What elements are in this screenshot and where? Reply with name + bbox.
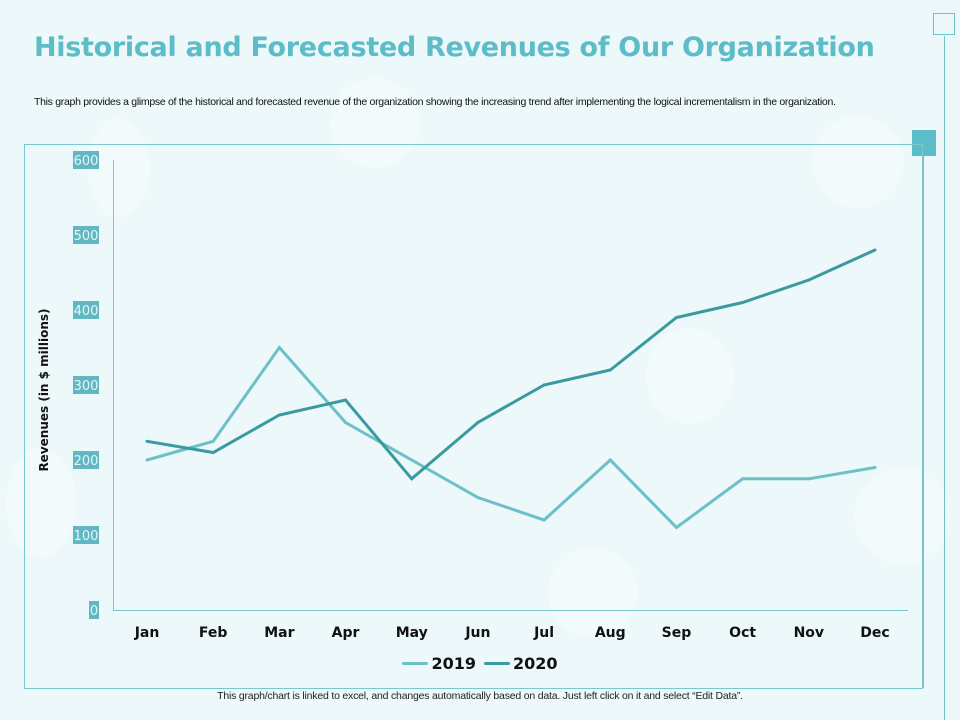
x-tick-label: Dec bbox=[860, 625, 889, 641]
y-tick-box bbox=[89, 601, 99, 619]
data-point-2019-feb[interactable] bbox=[211, 439, 215, 443]
y-tick-label: 400 bbox=[74, 304, 99, 319]
legend-item-2020[interactable]: 2020 bbox=[484, 654, 558, 673]
data-point-2020-jun[interactable] bbox=[476, 421, 480, 424]
legend-swatch-2019 bbox=[402, 662, 429, 665]
y-tick-box bbox=[73, 376, 99, 394]
legend-label-2019: 2019 bbox=[431, 654, 476, 673]
data-point-2019-sep[interactable] bbox=[674, 526, 678, 529]
y-tick-box bbox=[73, 301, 99, 319]
legend-swatch-2020 bbox=[484, 662, 510, 665]
y-tick-box bbox=[73, 526, 99, 544]
y-axis-label: Revenues (in $ millions) bbox=[37, 308, 51, 472]
y-tick-label: 200 bbox=[74, 454, 99, 469]
data-point-2020-sep[interactable] bbox=[674, 316, 678, 319]
series-line-2019[interactable] bbox=[146, 345, 876, 530]
decorative-square-filled bbox=[912, 130, 936, 156]
data-point-2019-nov[interactable] bbox=[807, 477, 811, 481]
y-tick-box bbox=[73, 226, 99, 244]
x-tick-label: Jan bbox=[134, 625, 160, 641]
data-point-2019-oct[interactable] bbox=[741, 477, 745, 481]
x-tick-label: Oct bbox=[729, 625, 756, 641]
data-point-2020-oct[interactable] bbox=[741, 301, 745, 304]
data-point-2019-mar[interactable] bbox=[277, 346, 281, 349]
data-point-2019-jan[interactable] bbox=[145, 458, 149, 462]
x-tick-label: Nov bbox=[794, 625, 824, 641]
data-point-2019-aug[interactable] bbox=[608, 458, 612, 462]
data-point-2020-aug[interactable] bbox=[608, 368, 612, 372]
data-point-2020-dec[interactable] bbox=[873, 248, 877, 252]
data-point-2020-mar[interactable] bbox=[277, 413, 281, 417]
y-tick-label: 600 bbox=[74, 154, 99, 169]
data-point-2020-may[interactable] bbox=[410, 477, 414, 481]
data-point-2019-jul[interactable] bbox=[542, 518, 546, 522]
page-title: Historical and Forecasted Revenues of Ou… bbox=[34, 32, 875, 63]
chart-legend: 2019 2020 bbox=[0, 654, 960, 673]
x-tick-label: Jul bbox=[533, 625, 554, 641]
data-point-2019-may[interactable] bbox=[410, 458, 414, 462]
decorative-square-outline bbox=[933, 13, 955, 35]
x-tick-label: Aug bbox=[595, 625, 626, 641]
x-tick-label: Jun bbox=[464, 625, 490, 641]
x-tick-label: Mar bbox=[264, 625, 294, 641]
data-point-2019-jun[interactable] bbox=[476, 496, 480, 499]
page-subtitle: This graph provides a glimpse of the his… bbox=[34, 96, 836, 108]
data-point-2020-feb[interactable] bbox=[211, 451, 215, 454]
x-tick-label: Sep bbox=[662, 625, 692, 641]
data-point-2020-jan[interactable] bbox=[145, 439, 149, 443]
y-tick-label: 500 bbox=[74, 229, 99, 244]
x-tick-label: May bbox=[396, 625, 428, 641]
footer-note: This graph/chart is linked to excel, and… bbox=[217, 690, 743, 702]
decorative-line bbox=[923, 156, 924, 688]
x-tick-label: Feb bbox=[199, 625, 228, 641]
x-tick-label: Apr bbox=[332, 625, 360, 641]
decorative-line bbox=[944, 36, 945, 720]
y-tick-label: 300 bbox=[74, 379, 99, 394]
data-point-2020-jul[interactable] bbox=[542, 383, 546, 387]
y-tick-label: 0 bbox=[90, 604, 98, 619]
data-point-2019-apr[interactable] bbox=[344, 421, 348, 424]
y-tick-box bbox=[73, 151, 99, 169]
chart-frame[interactable] bbox=[24, 144, 923, 689]
y-tick-label: 100 bbox=[74, 529, 99, 544]
data-point-2020-nov[interactable] bbox=[807, 278, 811, 282]
data-point-2020-apr[interactable] bbox=[344, 398, 348, 402]
series-line-2020[interactable] bbox=[146, 248, 876, 481]
y-tick-box bbox=[73, 451, 99, 469]
legend-item-2019[interactable]: 2019 bbox=[402, 654, 476, 673]
legend-label-2020: 2020 bbox=[513, 654, 558, 673]
data-point-2019-dec[interactable] bbox=[873, 466, 877, 469]
